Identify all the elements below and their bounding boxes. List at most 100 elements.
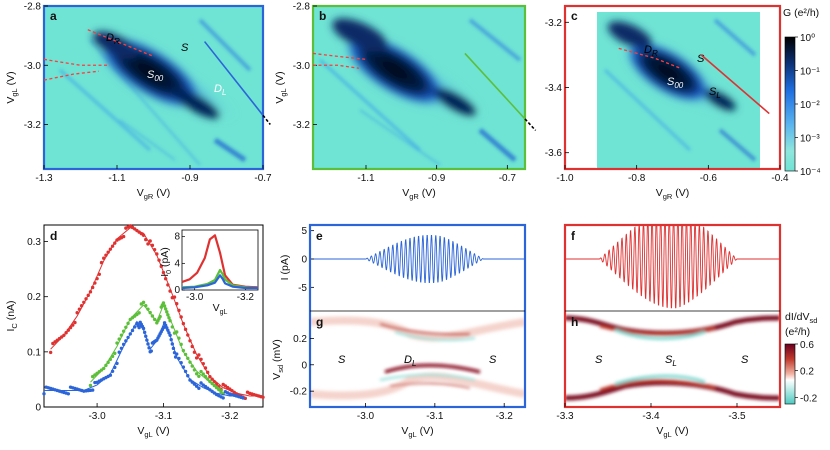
annotation-c-sl: SL bbox=[709, 86, 721, 100]
panel-d-point-red bbox=[75, 310, 79, 315]
panel-d-point-green bbox=[166, 313, 170, 317]
colorbar-didv-label-line1: dI/dVsd bbox=[785, 311, 817, 325]
panel-d-point-green bbox=[162, 304, 167, 308]
panel-d-point-green bbox=[115, 341, 119, 345]
panel-c-axes: -1.0 -0.8 -0.6 -0.4 VgR (V) -3.2 -3.4 -3.6 bbox=[545, 18, 789, 201]
panel-d-point-green bbox=[137, 311, 141, 315]
panel-d-point-red bbox=[188, 339, 192, 343]
panel-b-dashed-boundary bbox=[313, 64, 360, 69]
panel-d-point-red bbox=[102, 256, 106, 260]
colorbar-g-tick-label: 10⁻⁴ bbox=[800, 167, 821, 178]
panel-d-point-red bbox=[86, 293, 90, 298]
panel-d-point-blue bbox=[113, 365, 117, 370]
panel-d-point-blue bbox=[190, 380, 194, 384]
panel-d-point-blue bbox=[147, 346, 151, 350]
panel-d-point-red bbox=[194, 356, 199, 360]
panel-d-point-green bbox=[108, 357, 113, 362]
panel-d-point-green bbox=[144, 304, 148, 308]
panel-h-xtick-label: -3.5 bbox=[728, 411, 746, 422]
panel-b-ytick-label: -3.0 bbox=[293, 61, 311, 72]
panel-d-point-green bbox=[113, 351, 117, 356]
panel-d-point-red bbox=[148, 239, 152, 243]
panel-d-point-blue bbox=[141, 326, 146, 331]
panel-h-features bbox=[565, 315, 780, 401]
panel-a-ytick-label: -3.2 bbox=[24, 120, 42, 131]
annotation-dr: DR bbox=[106, 32, 120, 46]
panel-d-ytick-label: 0 bbox=[35, 403, 41, 414]
panel-a-ytick-label: -3.0 bbox=[24, 61, 42, 72]
panel-d-point-red bbox=[203, 366, 208, 370]
panel-d-point-green bbox=[141, 300, 146, 305]
panel-d-point-green bbox=[177, 336, 181, 340]
panel-d-point-red bbox=[166, 283, 170, 287]
panel-d-point-green bbox=[170, 325, 175, 329]
panel-e-ytick-label: 5 bbox=[301, 226, 307, 237]
panel-a-xtick-label: -1.1 bbox=[108, 173, 126, 184]
panel-d-point-green bbox=[148, 310, 152, 315]
panel-b-ylabel: VgL (V) bbox=[274, 71, 288, 103]
panel-d-point-green bbox=[208, 379, 212, 384]
panel-a-dashed-boundary bbox=[87, 29, 154, 57]
panel-a-ytick-label: -2.8 bbox=[24, 2, 42, 13]
colorbar-didv-tick-label: 0.6 bbox=[800, 340, 814, 351]
panel-d-point-green bbox=[102, 366, 106, 371]
panel-d-point-blue bbox=[130, 328, 135, 333]
panel-d-point-red bbox=[79, 304, 84, 308]
panel-a-label: a bbox=[50, 9, 57, 23]
panel-d-point-blue bbox=[169, 337, 173, 342]
panel-a-dashed-boundary bbox=[43, 70, 99, 81]
panel-d-point-blue bbox=[192, 382, 197, 386]
panel-d-series bbox=[42, 224, 265, 401]
panel-d-point-green bbox=[214, 385, 219, 390]
panel-d-point-red bbox=[121, 234, 126, 239]
inset-xlabel: VgL bbox=[213, 302, 228, 316]
annotation-c-s00: S00 bbox=[667, 76, 684, 90]
panel-d-point-red bbox=[190, 344, 194, 349]
panel-d-point-green bbox=[168, 319, 172, 323]
panel-d-point-red bbox=[161, 270, 166, 275]
panel-g-xlabel: VgL (V) bbox=[401, 425, 433, 439]
panel-d-point-red bbox=[186, 333, 190, 337]
panel-d-point-red bbox=[150, 243, 155, 248]
colorbar-g bbox=[784, 36, 796, 172]
panel-h-xtick-label: -3.3 bbox=[556, 411, 574, 422]
panel-d-point-blue bbox=[124, 339, 128, 343]
panel-g-ylabel: Vsd (mV) bbox=[271, 339, 285, 380]
panel-a-heatmap bbox=[44, 6, 263, 169]
panel-c-overlay bbox=[618, 47, 770, 115]
panel-d-series-green-line bbox=[90, 303, 224, 391]
panel-d-point-blue bbox=[146, 342, 150, 346]
panel-d-point-green bbox=[212, 383, 217, 388]
annotation-s00: S00 bbox=[147, 69, 164, 83]
panel-d-point-blue bbox=[173, 355, 178, 359]
panel-d-point-green bbox=[124, 325, 128, 329]
panel-d-point-blue bbox=[121, 342, 126, 347]
panel-d-point-red bbox=[155, 252, 159, 256]
panel-d-point-red bbox=[172, 295, 177, 299]
panel-c-label: c bbox=[571, 9, 578, 23]
colorbar-g-ticks: 10⁰ 10⁻¹ 10⁻² 10⁻³ 10⁻⁴ bbox=[795, 33, 821, 178]
panel-a-xtick-label: -1.3 bbox=[35, 173, 53, 184]
panel-d-point-blue bbox=[132, 325, 137, 329]
annotation-g-s-left: S bbox=[338, 354, 346, 366]
panel-d-point-green bbox=[210, 381, 214, 386]
panel-d-point-green bbox=[126, 321, 130, 326]
panel-d-point-green bbox=[146, 307, 150, 311]
panel-d-point-red bbox=[106, 250, 110, 254]
panel-b-xtick-label: -0.7 bbox=[499, 173, 517, 184]
panel-d-point-green bbox=[117, 337, 121, 341]
panel-d-point-green bbox=[188, 360, 192, 364]
panel-e-ytick-label: -5 bbox=[298, 283, 307, 294]
panel-d-point-blue bbox=[149, 349, 153, 353]
panel-g-ytick-label: 0 bbox=[301, 360, 307, 371]
panel-a-axes: -1.3 -1.1 -0.9 -0.7 VgR (V) -2.8 -3.0 -3.2 VgL (… bbox=[5, 2, 272, 202]
panel-c-linecut bbox=[700, 54, 770, 115]
panel-d-point-red bbox=[73, 320, 77, 325]
panel-d-point-green bbox=[161, 301, 166, 305]
panel-d-point-red bbox=[183, 327, 188, 332]
annotation-dl: DL bbox=[214, 83, 226, 97]
panel-c-xtick-label: -0.8 bbox=[628, 173, 646, 184]
panel-d-point-red bbox=[192, 350, 197, 354]
panel-b-heatmap bbox=[313, 6, 525, 169]
panel-d-point-green bbox=[201, 372, 205, 376]
